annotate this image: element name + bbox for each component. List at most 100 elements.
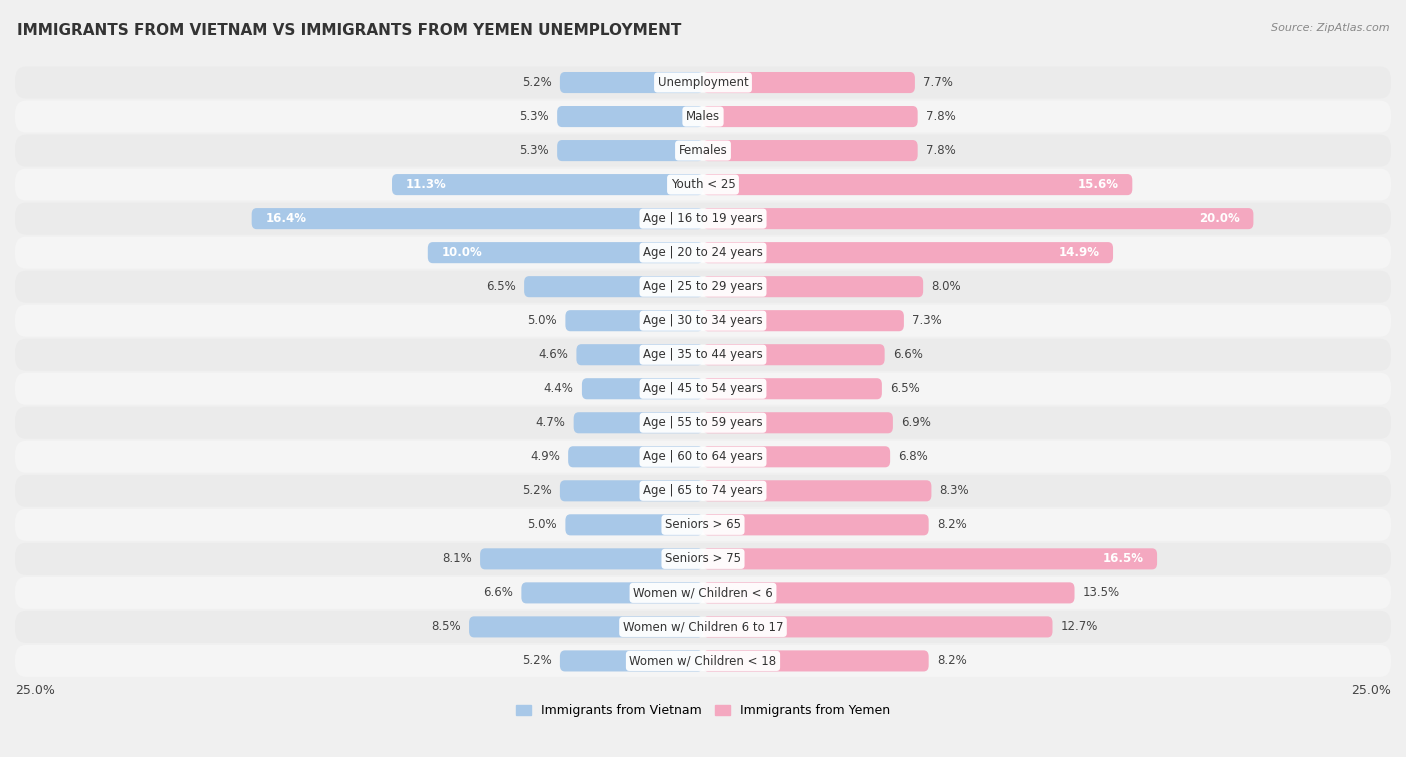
Text: Women w/ Children < 6: Women w/ Children < 6 [633, 587, 773, 600]
Text: 4.9%: 4.9% [530, 450, 560, 463]
FancyBboxPatch shape [703, 548, 1157, 569]
Text: Source: ZipAtlas.com: Source: ZipAtlas.com [1271, 23, 1389, 33]
FancyBboxPatch shape [568, 446, 703, 467]
Text: 8.5%: 8.5% [432, 621, 461, 634]
Text: Women w/ Children 6 to 17: Women w/ Children 6 to 17 [623, 621, 783, 634]
Text: 7.7%: 7.7% [924, 76, 953, 89]
FancyBboxPatch shape [15, 271, 1391, 303]
Text: Age | 20 to 24 years: Age | 20 to 24 years [643, 246, 763, 259]
Text: 16.4%: 16.4% [266, 212, 307, 225]
Text: 5.2%: 5.2% [522, 654, 551, 668]
FancyBboxPatch shape [15, 305, 1391, 337]
Text: Unemployment: Unemployment [658, 76, 748, 89]
FancyBboxPatch shape [15, 67, 1391, 98]
FancyBboxPatch shape [15, 543, 1391, 575]
Text: 15.6%: 15.6% [1077, 178, 1119, 191]
FancyBboxPatch shape [15, 577, 1391, 609]
Text: Age | 60 to 64 years: Age | 60 to 64 years [643, 450, 763, 463]
Text: Youth < 25: Youth < 25 [671, 178, 735, 191]
Text: 11.3%: 11.3% [406, 178, 447, 191]
Text: 5.3%: 5.3% [519, 144, 548, 157]
Text: Age | 35 to 44 years: Age | 35 to 44 years [643, 348, 763, 361]
Text: 4.7%: 4.7% [536, 416, 565, 429]
Text: 7.8%: 7.8% [927, 110, 956, 123]
FancyBboxPatch shape [15, 372, 1391, 405]
FancyBboxPatch shape [576, 344, 703, 366]
Text: 14.9%: 14.9% [1059, 246, 1099, 259]
FancyBboxPatch shape [703, 514, 929, 535]
FancyBboxPatch shape [582, 378, 703, 399]
Text: 5.3%: 5.3% [519, 110, 548, 123]
Text: Age | 25 to 29 years: Age | 25 to 29 years [643, 280, 763, 293]
Text: Age | 55 to 59 years: Age | 55 to 59 years [643, 416, 763, 429]
FancyBboxPatch shape [560, 72, 703, 93]
Text: 10.0%: 10.0% [441, 246, 482, 259]
FancyBboxPatch shape [703, 72, 915, 93]
Text: IMMIGRANTS FROM VIETNAM VS IMMIGRANTS FROM YEMEN UNEMPLOYMENT: IMMIGRANTS FROM VIETNAM VS IMMIGRANTS FR… [17, 23, 682, 38]
Text: Age | 45 to 54 years: Age | 45 to 54 years [643, 382, 763, 395]
FancyBboxPatch shape [524, 276, 703, 298]
Text: Age | 65 to 74 years: Age | 65 to 74 years [643, 484, 763, 497]
Text: 12.7%: 12.7% [1060, 621, 1098, 634]
Text: Age | 16 to 19 years: Age | 16 to 19 years [643, 212, 763, 225]
Text: 16.5%: 16.5% [1102, 553, 1143, 565]
FancyBboxPatch shape [15, 475, 1391, 506]
Text: Women w/ Children < 18: Women w/ Children < 18 [630, 654, 776, 668]
Text: 20.0%: 20.0% [1199, 212, 1240, 225]
FancyBboxPatch shape [15, 645, 1391, 677]
Text: 6.6%: 6.6% [484, 587, 513, 600]
Text: 5.2%: 5.2% [522, 76, 551, 89]
Text: 6.5%: 6.5% [486, 280, 516, 293]
FancyBboxPatch shape [565, 310, 703, 332]
FancyBboxPatch shape [565, 514, 703, 535]
FancyBboxPatch shape [15, 237, 1391, 269]
FancyBboxPatch shape [427, 242, 703, 263]
FancyBboxPatch shape [15, 338, 1391, 371]
FancyBboxPatch shape [15, 169, 1391, 201]
FancyBboxPatch shape [560, 480, 703, 501]
FancyBboxPatch shape [703, 344, 884, 366]
Text: Females: Females [679, 144, 727, 157]
FancyBboxPatch shape [703, 310, 904, 332]
Text: Age | 30 to 34 years: Age | 30 to 34 years [643, 314, 763, 327]
Text: 5.0%: 5.0% [527, 519, 557, 531]
Text: 4.6%: 4.6% [538, 348, 568, 361]
Text: 8.0%: 8.0% [931, 280, 962, 293]
FancyBboxPatch shape [15, 509, 1391, 540]
FancyBboxPatch shape [15, 203, 1391, 235]
Text: Seniors > 65: Seniors > 65 [665, 519, 741, 531]
FancyBboxPatch shape [703, 480, 931, 501]
Text: Seniors > 75: Seniors > 75 [665, 553, 741, 565]
FancyBboxPatch shape [15, 135, 1391, 167]
FancyBboxPatch shape [15, 407, 1391, 439]
Text: 6.6%: 6.6% [893, 348, 922, 361]
Text: 6.8%: 6.8% [898, 450, 928, 463]
FancyBboxPatch shape [522, 582, 703, 603]
FancyBboxPatch shape [703, 242, 1114, 263]
FancyBboxPatch shape [703, 413, 893, 433]
FancyBboxPatch shape [703, 582, 1074, 603]
FancyBboxPatch shape [392, 174, 703, 195]
Text: Males: Males [686, 110, 720, 123]
Legend: Immigrants from Vietnam, Immigrants from Yemen: Immigrants from Vietnam, Immigrants from… [512, 699, 894, 722]
Text: 13.5%: 13.5% [1083, 587, 1121, 600]
FancyBboxPatch shape [703, 276, 924, 298]
Text: 4.4%: 4.4% [544, 382, 574, 395]
FancyBboxPatch shape [703, 106, 918, 127]
FancyBboxPatch shape [557, 140, 703, 161]
Text: 8.2%: 8.2% [936, 654, 967, 668]
Text: 5.2%: 5.2% [522, 484, 551, 497]
FancyBboxPatch shape [557, 106, 703, 127]
Text: 7.3%: 7.3% [912, 314, 942, 327]
Text: 5.0%: 5.0% [527, 314, 557, 327]
Text: 7.8%: 7.8% [927, 144, 956, 157]
FancyBboxPatch shape [703, 650, 929, 671]
Text: 8.3%: 8.3% [939, 484, 969, 497]
FancyBboxPatch shape [560, 650, 703, 671]
Text: 25.0%: 25.0% [1351, 684, 1391, 697]
FancyBboxPatch shape [703, 140, 918, 161]
Text: 8.1%: 8.1% [441, 553, 472, 565]
FancyBboxPatch shape [703, 378, 882, 399]
FancyBboxPatch shape [574, 413, 703, 433]
FancyBboxPatch shape [252, 208, 703, 229]
